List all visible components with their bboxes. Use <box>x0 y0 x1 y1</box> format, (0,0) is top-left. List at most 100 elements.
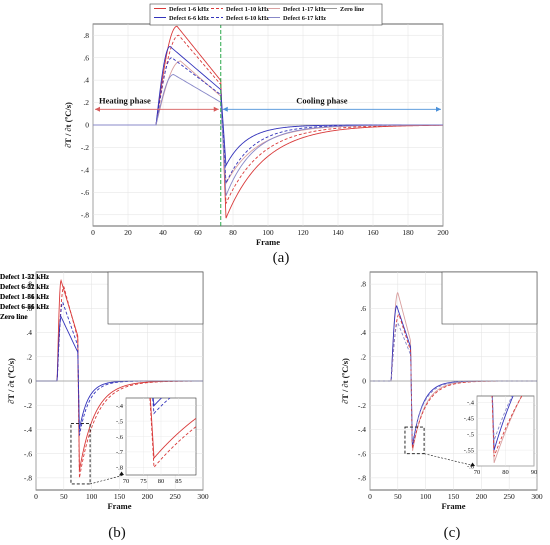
x-tick-2: 100 <box>86 492 98 501</box>
inset-x-tick-1: 80 <box>502 469 509 476</box>
x-tick-3: 60 <box>194 228 202 237</box>
x-tick-6: 300 <box>531 492 543 501</box>
y-tick-3: .2 <box>26 352 32 361</box>
x-axis-label: Frame <box>107 501 131 511</box>
cooling-arrow-head-left <box>222 106 228 112</box>
y-tick-6: -.4 <box>81 165 89 174</box>
legend-entry-5: Defect 6-10 kHz <box>226 15 269 22</box>
x-tick-6: 300 <box>197 492 209 501</box>
y-tick-3: .2 <box>360 352 366 361</box>
y-axis-label: ∂T / ∂t (ºC/s) <box>6 358 16 404</box>
chart-2: 0 50 100 150 200 250 300 .8 .6 .4 .2 0 -.2 -.4 -.6 -.8 F… <box>0 271 543 511</box>
legend-box <box>107 271 204 325</box>
legend-entry-2: Defect 1-31 kHz <box>0 293 50 301</box>
y-tick-4: 0 <box>362 377 366 386</box>
inset-y-tick-0: -.4 <box>467 400 475 407</box>
inset-y-tick-4: -.8 <box>116 465 123 472</box>
cooling-arrow-head-right <box>436 106 441 112</box>
y-tick-8: -.8 <box>24 473 32 482</box>
heating-phase-label: Heating phase <box>99 95 151 105</box>
inset-y-tick-4: -.6 <box>467 463 475 470</box>
y-tick-5: -.2 <box>24 401 32 410</box>
zoom-connector-head <box>119 471 124 476</box>
x-tick-7: 140 <box>332 228 344 237</box>
x-tick-4: 80 <box>229 228 237 237</box>
x-tick-0: 0 <box>34 492 38 501</box>
y-tick-1: .6 <box>83 53 89 62</box>
inset-series-line-1 <box>491 396 514 451</box>
panel-label-c: (c) <box>444 525 461 541</box>
x-tick-5: 250 <box>170 492 182 501</box>
legend-entry-4: Zero line <box>0 313 28 321</box>
y-tick-8: -.8 <box>81 210 89 219</box>
inset-series-line-2 <box>149 398 196 469</box>
legend-entry-0: Defect 1-6 kHz <box>169 6 209 13</box>
inset-y-tick-3: -.7 <box>116 449 124 456</box>
x-tick-1: 50 <box>60 492 68 501</box>
inset-series-line-1 <box>152 398 163 407</box>
series-line-6 <box>93 74 443 196</box>
inset-series-line-2 <box>491 396 523 457</box>
legend-entry-1: Defect 6-51 kHz <box>0 283 50 291</box>
x-axis-label: Frame <box>441 501 465 511</box>
series-line-1 <box>93 34 443 204</box>
inset-y-tick-0: -.4 <box>116 403 124 410</box>
y-axis-label: ∂T / ∂t (ºC/s) <box>63 102 73 148</box>
chart-1: 0 50 100 150 200 250 300 .8 .6 .4 .2 0 -.2 -.4 -.6 -.8 F… <box>0 271 209 511</box>
heating-arrow-head-right <box>213 106 219 112</box>
panel-label-b: (b) <box>108 525 126 541</box>
x-tick-0: 0 <box>368 492 372 501</box>
legend-box <box>149 3 383 26</box>
x-tick-9: 180 <box>402 228 414 237</box>
legend-box <box>441 271 538 325</box>
x-tick-2: 100 <box>420 492 432 501</box>
legend-entry-4: Zero line <box>0 313 28 321</box>
inset-y-tick-2: -.6 <box>116 434 124 441</box>
y-tick-2: .4 <box>83 76 89 85</box>
inset-series-group <box>149 398 196 469</box>
legend-entry-0: Defect 1-22 kHz <box>0 273 50 281</box>
x-tick-1: 50 <box>394 492 402 501</box>
inset-x-tick-2: 90 <box>531 469 538 476</box>
y-tick-5: -.2 <box>81 143 89 152</box>
inset-x-tick-2: 80 <box>158 478 165 485</box>
x-tick-3: 150 <box>448 492 460 501</box>
inset-series-group <box>491 396 523 463</box>
y-tick-4: 0 <box>85 121 89 130</box>
x-tick-10: 200 <box>437 228 449 237</box>
y-tick-7: -.6 <box>24 449 32 458</box>
inset-series-line-0 <box>491 396 523 463</box>
inset-x-tick-0: 70 <box>123 478 130 485</box>
legend-entry-1: Defect 6-22 kHz <box>0 283 50 291</box>
y-tick-6: -.4 <box>358 425 366 434</box>
inset-series-line-3 <box>492 396 513 441</box>
legend-entry-6: Defect 6-17 kHz <box>283 15 326 22</box>
x-tick-3: 150 <box>114 492 126 501</box>
legend-entry-0: Defect 1-51 kHz <box>0 273 50 281</box>
legend-entry-4: Defect 6-6 kHz <box>169 15 209 22</box>
y-tick-1: .6 <box>26 304 32 313</box>
y-tick-2: .4 <box>360 328 366 337</box>
x-tick-5: 100 <box>262 228 274 237</box>
y-tick-0: .8 <box>83 31 89 40</box>
y-tick-2: .4 <box>26 328 32 337</box>
legend-entry-3: Defect 6-66 kHz <box>0 303 50 311</box>
x-axis-label: Frame <box>256 237 280 247</box>
inset-y-tick-3: -.55 <box>464 447 474 454</box>
inset-y-tick-1: -.5 <box>116 418 123 425</box>
y-tick-7: -.6 <box>81 188 89 197</box>
legend-entry-1: Defect 1-10 kHz <box>226 6 269 13</box>
cooling-phase-label: Cooling phase <box>296 95 347 105</box>
x-tick-8: 160 <box>367 228 379 237</box>
zoom-connector <box>90 474 125 485</box>
inset-y-tick-1: -.45 <box>464 416 474 423</box>
y-axis-label: ∂T / ∂t (ºC/s) <box>340 358 350 404</box>
y-tick-6: -.4 <box>24 425 32 434</box>
legend-entry-3: Zero line <box>340 6 364 13</box>
y-tick-4: 0 <box>28 377 32 386</box>
y-tick-7: -.6 <box>358 449 366 458</box>
inset-x-tick-3: 85 <box>175 478 182 485</box>
zoom-connector <box>424 453 476 467</box>
zoom-connector-head <box>470 462 475 467</box>
